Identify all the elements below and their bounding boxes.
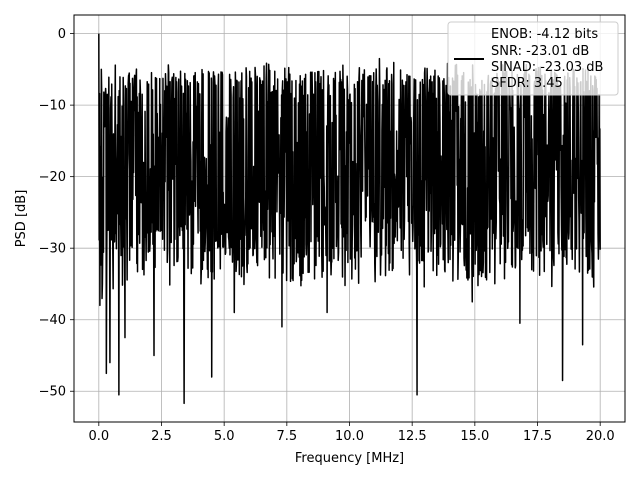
psd-series-line [98, 33, 601, 405]
x-tick-label: 17.5 [523, 429, 552, 444]
legend: ENOB: -4.12 bits SNR: -23.01 dB SINAD: -… [447, 21, 619, 96]
x-tick-label: 0.0 [88, 429, 109, 444]
x-tick-label: 20.0 [586, 429, 615, 444]
legend-entry-enob: ENOB: -4.12 bits [491, 27, 598, 42]
x-axis-label: Frequency [MHz] [295, 451, 404, 466]
y-tick-label: −40 [39, 313, 66, 328]
y-tick-label: −30 [39, 242, 66, 257]
x-tick-label: 7.5 [276, 429, 297, 444]
series-layer [98, 33, 601, 405]
legend-box [447, 21, 619, 96]
legend-entry-sinad: SINAD: -23.03 dB [491, 60, 603, 75]
y-tick-label: 0 [58, 27, 66, 42]
x-tick-label: 15.0 [460, 429, 489, 444]
y-tick-label: −10 [39, 99, 66, 114]
legend-entry-sfdr: SFDR: 3.45 [491, 76, 563, 91]
tick-layer: 0.0 2.5 5.0 7.5 10.0 12.5 15.0 17.5 20.0 0 −10 −20 −… [39, 27, 615, 444]
y-axis-label: PSD [dB] [14, 190, 29, 248]
y-tick-label: −50 [39, 385, 66, 400]
y-tick-label: −20 [39, 170, 66, 185]
x-tick-label: 5.0 [214, 429, 235, 444]
legend-entry-snr: SNR: -23.01 dB [491, 44, 589, 59]
x-tick-label: 10.0 [335, 429, 364, 444]
x-tick-label: 2.5 [151, 429, 172, 444]
x-tick-label: 12.5 [398, 429, 427, 444]
